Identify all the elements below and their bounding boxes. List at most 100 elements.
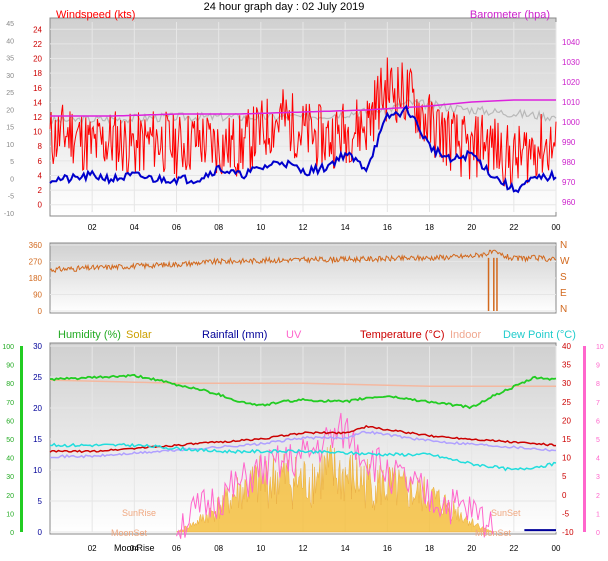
moonrise-label: MoonRise — [114, 543, 155, 553]
wind-x-tick-label: 08 — [214, 223, 223, 232]
temp-right-tick-label: 20 — [562, 416, 571, 425]
temp-y-tick-label: 5 — [38, 497, 43, 506]
wind-outer-tick-label: 25 — [6, 90, 14, 97]
temp-x-tick-label: 22 — [509, 544, 518, 553]
humidity-legend: Humidity (%) — [58, 329, 121, 341]
temp-right-tick-label: 5 — [562, 472, 567, 481]
wind-y-tick-label: 14 — [33, 98, 42, 107]
wind-y-tick-label: 6 — [38, 157, 43, 166]
humidity-tick-label: 100 — [2, 344, 14, 351]
uv-axis-strip — [583, 346, 586, 532]
compass-label: W — [560, 256, 570, 267]
wind-outer-tick-label: 0 — [10, 176, 14, 183]
wind-y-tick-label: 8 — [38, 142, 43, 151]
uv-legend: UV — [286, 329, 302, 341]
direction-line — [49, 249, 557, 273]
wind-x-tick-label: 16 — [383, 223, 392, 232]
temp-right-tick-label: 30 — [562, 379, 571, 388]
uv-tick-label: 7 — [596, 400, 600, 407]
temp-x-tick-label: 06 — [172, 544, 181, 553]
temp-y-tick-label: 10 — [33, 466, 42, 475]
wind-x-tick-label: 22 — [509, 223, 518, 232]
temp-y-tick-label: 15 — [33, 435, 42, 444]
baro-y-tick-label: 990 — [562, 138, 576, 147]
humidity-line — [49, 373, 557, 410]
compass-label: S — [560, 272, 567, 283]
indoor-line — [49, 379, 556, 388]
barometer-line — [50, 99, 556, 117]
axis-labels: 024681012141618202224-10-505101520253035… — [2, 21, 604, 553]
uv-tick-label: 10 — [596, 344, 604, 351]
uv-line — [176, 412, 494, 539]
compass-label: N — [560, 304, 567, 315]
temperature-legend: Temperature (°C) — [360, 329, 444, 341]
uv-tick-label: 4 — [596, 456, 600, 463]
temp-x-tick-label: 00 — [552, 544, 561, 553]
wind-outer-tick-label: 5 — [10, 159, 14, 166]
humidity-tick-label: 40 — [6, 456, 14, 463]
wind-outer-tick-label: 30 — [6, 73, 14, 80]
moonset-label-right: MoonSet — [475, 528, 512, 538]
direction-y-tick-label: 360 — [29, 241, 43, 250]
temp-right-tick-label: 40 — [562, 342, 571, 351]
direction-y-tick-label: 180 — [29, 274, 43, 283]
direction-y-tick-label: 270 — [29, 258, 43, 267]
uv-tick-label: 5 — [596, 437, 600, 444]
wind-outer-tick-label: -5 — [8, 194, 14, 201]
baro-y-tick-label: 980 — [562, 158, 576, 167]
humidity-tick-label: 10 — [6, 511, 14, 518]
sunset-label: SunSet — [491, 508, 521, 518]
wind-x-tick-label: 10 — [256, 223, 265, 232]
baro-y-tick-label: 1000 — [562, 118, 580, 127]
wind-outer-tick-label: 35 — [6, 56, 14, 63]
wind-x-tick-label: 02 — [88, 223, 97, 232]
windspeed-line — [49, 57, 557, 188]
temp-x-tick-label: 02 — [88, 544, 97, 553]
sunrise-label: SunRise — [122, 508, 156, 518]
wind-x-tick-label: 00 — [552, 223, 561, 232]
wind-y-tick-label: 20 — [33, 55, 42, 64]
humidity-axis-strip — [20, 346, 23, 532]
wind-average-line — [49, 104, 557, 194]
wind-y-tick-label: 4 — [38, 171, 43, 180]
wind-outer-tick-label: 40 — [6, 38, 14, 45]
wind-y-tick-label: 10 — [33, 128, 42, 137]
wind-y-tick-label: 12 — [33, 113, 42, 122]
wind-x-tick-label: 04 — [130, 223, 139, 232]
temp-x-tick-label: 10 — [256, 544, 265, 553]
temp-x-tick-label: 04 — [130, 544, 139, 553]
solar-legend: Solar — [126, 329, 152, 341]
wind-y-tick-label: 16 — [33, 84, 42, 93]
direction-y-tick-label: 90 — [33, 291, 42, 300]
temp-y-tick-label: 20 — [33, 404, 42, 413]
baro-y-tick-label: 960 — [562, 198, 576, 207]
baro-y-tick-label: 1030 — [562, 58, 580, 67]
wind-x-tick-label: 20 — [467, 223, 476, 232]
dewpoint-legend: Dew Point (°C) — [503, 329, 576, 341]
temp-x-tick-label: 08 — [214, 544, 223, 553]
temp-y-tick-label: 0 — [38, 528, 43, 537]
humidity-tick-label: 60 — [6, 418, 14, 425]
chart-marks — [49, 57, 557, 539]
wind-y-tick-label: 24 — [33, 25, 42, 34]
barometer-legend: Barometer (hpa) — [470, 9, 550, 21]
compass-label: E — [560, 288, 567, 299]
direction-y-tick-label: 0 — [38, 307, 43, 316]
solar-area — [175, 444, 494, 533]
temp-right-tick-label: 25 — [562, 398, 571, 407]
temp-right-tick-label: 10 — [562, 454, 571, 463]
humidity-tick-label: 90 — [6, 363, 14, 370]
wind-x-tick-label: 18 — [425, 223, 434, 232]
temperature-line — [49, 424, 556, 454]
moonset-label: MoonSet — [111, 528, 148, 538]
temp-y-tick-label: 30 — [33, 342, 42, 351]
uv-tick-label: 2 — [596, 493, 600, 500]
temp-y-tick-label: 25 — [33, 373, 42, 382]
wind-y-tick-label: 22 — [33, 40, 42, 49]
wind-x-tick-label: 12 — [299, 223, 308, 232]
chart-title: 24 hour graph day : 02 July 2019 — [204, 1, 365, 13]
uv-tick-label: 0 — [596, 530, 600, 537]
uv-tick-label: 1 — [596, 511, 600, 518]
dewpoint-line — [49, 442, 557, 472]
